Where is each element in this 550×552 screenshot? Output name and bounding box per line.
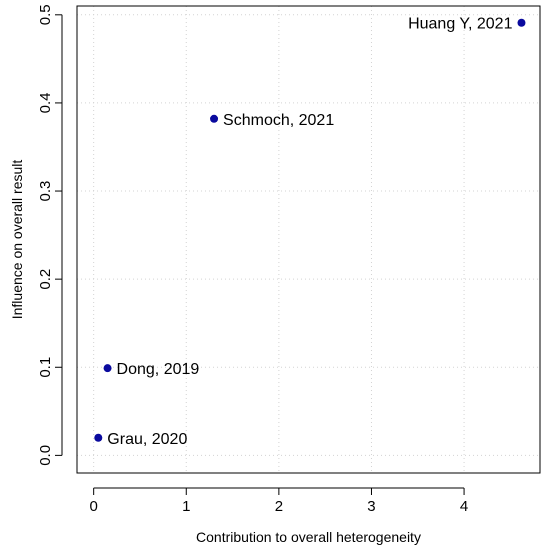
point-label-3: Huang Y, 2021: [408, 16, 513, 33]
plot-frame: [76, 5, 541, 474]
x-tick-label: 4: [460, 498, 468, 515]
y-axis: 0.0 0.1 0.2 0.3 0.4 0.5: [37, 4, 63, 466]
data-point-0: [94, 433, 103, 442]
y-tick-label: 0.4: [37, 92, 54, 113]
data-points: Grau, 2020 Dong, 2019 Schmoch, 2021 Huang Y…: [94, 16, 526, 448]
y-tick-label: 0.0: [37, 445, 54, 466]
data-point-1: [103, 364, 112, 373]
x-tick-label: 3: [367, 498, 375, 515]
y-tick-label: 0.5: [37, 4, 54, 25]
x-tick-label: 2: [275, 498, 283, 515]
x-tick-label: 1: [182, 498, 190, 515]
y-tick-label: 0.2: [37, 269, 54, 290]
x-axis: 0 1 2 3 4: [89, 487, 468, 515]
point-label-0: Grau, 2020: [107, 431, 187, 448]
point-label-1: Dong, 2019: [117, 361, 200, 378]
y-tick-label: 0.1: [37, 357, 54, 378]
point-label-2: Schmoch, 2021: [223, 112, 334, 129]
data-point-3: [517, 18, 526, 27]
y-axis-title: Influence on overall result: [9, 160, 25, 320]
y-tick-label: 0.3: [37, 181, 54, 202]
grid-lines: [77, 6, 540, 473]
x-tick-label: 0: [89, 498, 97, 515]
data-point-2: [210, 114, 219, 123]
x-axis-title: Contribution to overall heterogeneity: [196, 529, 421, 545]
